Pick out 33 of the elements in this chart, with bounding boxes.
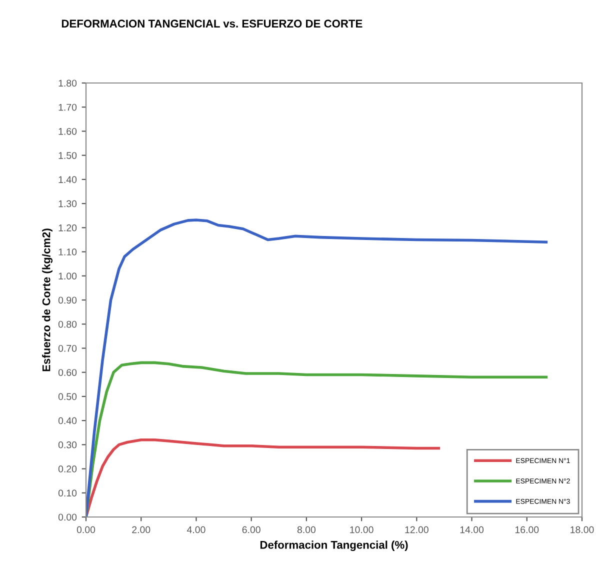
y-tick-label: 1.70 [58, 104, 77, 111]
y-tick-label: 0.40 [58, 417, 77, 424]
x-axis-title: Deformacion Tangencial (%) [260, 540, 408, 552]
x-tick-label: 12.00 [405, 526, 428, 534]
y-tick-label: 0.70 [58, 344, 77, 352]
y-tick-label: 1.20 [58, 224, 77, 232]
x-tick-label: 2.00 [132, 526, 150, 534]
y-tick-label: 0.90 [58, 296, 77, 304]
line-series [86, 438, 440, 517]
x-tick-label: 10.00 [350, 526, 374, 534]
x-tick-label: 14.00 [460, 526, 484, 534]
y-tick-label: 1.50 [58, 152, 77, 159]
x-tick-label: 16.00 [515, 526, 539, 534]
y-tick-label: 0.10 [58, 490, 77, 497]
y-tick-label: 0.30 [58, 441, 77, 448]
y-tick-label: 0.50 [58, 393, 77, 400]
y-tick-label: 0.60 [58, 369, 77, 376]
y-tick-label: 1.30 [58, 200, 77, 208]
y-tick-label: 1.40 [58, 176, 77, 184]
chart-title: DEFORMACION TANGENCIAL vs. ESFUERZO DE CORTE [62, 20, 362, 28]
x-tick-label: 18.00 [570, 526, 594, 534]
x-tick-label: 8.00 [297, 526, 316, 534]
y-tick-label: 1.80 [58, 80, 77, 87]
y-tick-label: 1.10 [58, 248, 77, 256]
y-tick-label: 1.00 [58, 272, 77, 280]
x-tick-label: 6.00 [242, 526, 260, 534]
y-tick-label: 0.80 [58, 320, 77, 328]
y-axis-title: Esfuerzo de Corte (kg/cm2) [42, 228, 52, 372]
y-tick-label: 0.20 [58, 466, 77, 472]
y-tick-label: 1.60 [58, 128, 77, 135]
x-tick-label: 0.00 [76, 526, 96, 534]
x-tick-label: 4.00 [186, 526, 206, 534]
y-tick-label: 0.00 [58, 514, 77, 521]
